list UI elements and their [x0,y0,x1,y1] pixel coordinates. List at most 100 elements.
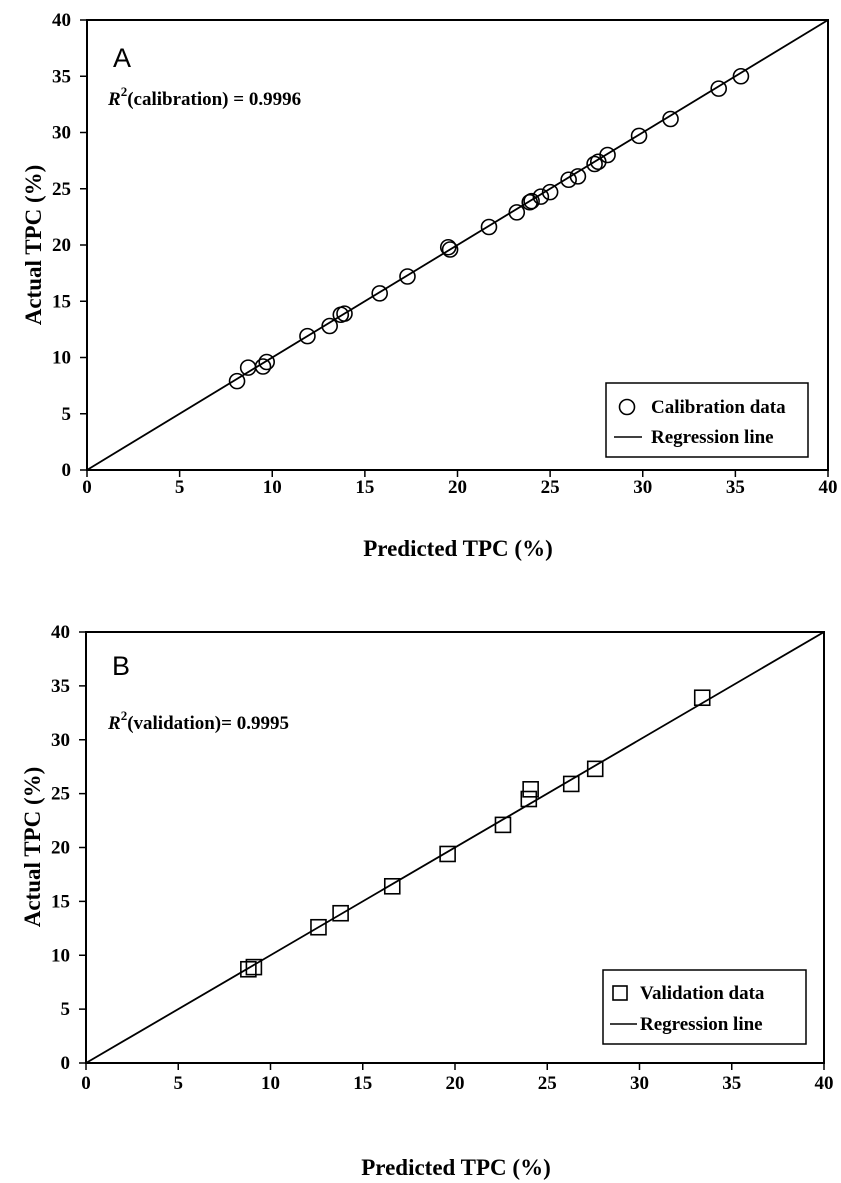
points-layer [228,67,750,390]
x-tick-label: 25 [538,1073,557,1094]
r2-value: (validation)= 0.9995 [127,713,289,734]
y-tick-label: 30 [52,123,71,144]
regression-layer [86,19,829,471]
data-point [310,918,327,936]
x-tick-label: 0 [82,477,92,498]
y-tick-label: 25 [51,784,70,805]
x-axis-title: Predicted TPC (%) [363,536,553,561]
x-tick-label: 5 [174,1073,184,1094]
data-point [562,775,580,793]
legend-box [602,969,807,1045]
legend-circle-marker [618,398,636,416]
x-tick-label: 40 [819,477,838,498]
r2-variable: R [107,89,121,110]
y-tick-label: 0 [61,1053,71,1074]
x-tick-label: 0 [81,1073,91,1094]
y-tick-label: 10 [51,945,70,966]
x-tick-label: 40 [815,1073,834,1094]
data-point [523,192,540,210]
data-point [494,816,512,834]
data-point [228,372,246,390]
data-point [332,904,349,922]
data-point [541,183,559,201]
data-point [399,268,416,285]
data-point [710,80,728,97]
legend: Validation data Regression line [602,969,807,1045]
legend-label-regression: Regression line [651,427,774,448]
y-ticks: 0 5 10 15 20 25 30 35 40 [52,10,87,481]
data-point [240,960,257,978]
x-tick-label: 35 [726,477,745,498]
data-point [371,285,388,302]
x-tick-label: 30 [633,477,652,498]
y-tick-label: 40 [52,10,71,31]
data-point [245,958,263,976]
panel-label: B [112,651,130,681]
x-tick-label: 5 [175,477,185,498]
legend-label-regression: Regression line [640,1014,763,1035]
legend: Calibration data Regression line [605,382,809,458]
data-point [383,877,401,895]
data-point [508,204,526,221]
data-point [522,781,539,798]
data-point [321,317,338,335]
y-axis-title: Actual TPC (%) [21,165,46,326]
data-point [520,790,538,808]
data-point [299,327,316,345]
x-tick-label: 10 [263,477,282,498]
data-point [693,689,711,707]
data-point [441,241,459,258]
panel-label: A [113,43,131,73]
data-point [254,358,272,375]
data-point [439,238,457,256]
data-point [586,760,604,778]
y-tick-label: 35 [51,676,70,697]
x-tick-label: 20 [446,1073,465,1094]
r2-superscript: 2 [121,708,128,723]
data-point [258,353,275,371]
r2-variable: R [107,713,121,734]
x-tick-label: 15 [353,1073,372,1094]
y-tick-label: 15 [51,891,70,912]
data-point [586,155,603,173]
regression-line [86,19,829,471]
data-point [521,193,539,211]
r2-annotation: R2(calibration) = 0.9996 [107,84,301,110]
data-point [599,146,616,164]
x-tick-label: 25 [541,477,560,498]
data-point [732,67,750,85]
x-tick-label: 15 [355,477,374,498]
y-tick-label: 5 [61,999,71,1020]
r2-superscript: 2 [121,84,128,99]
r2-annotation: R2(validation)= 0.9995 [107,708,289,734]
y-ticks: 0 5 10 15 20 25 30 35 40 [51,622,86,1074]
data-point [480,218,498,236]
y-tick-label: 30 [51,730,70,751]
data-point [336,305,353,322]
y-tick-label: 25 [52,179,71,200]
y-tick-label: 35 [52,66,71,87]
legend-box [605,382,809,458]
y-tick-label: 20 [52,235,71,256]
y-tick-label: 40 [51,622,70,643]
x-ticks: 0 5 10 15 20 25 30 35 40 [81,1063,834,1094]
legend-square-marker [612,985,628,1001]
y-tick-label: 15 [52,291,71,312]
y-tick-label: 0 [62,460,72,481]
x-ticks: 0 5 10 15 20 25 30 35 40 [82,470,838,498]
y-tick-label: 20 [51,838,70,859]
legend-label-calibration: Calibration data [651,397,786,418]
data-point [630,127,648,145]
x-tick-label: 10 [261,1073,280,1094]
points-layer [240,689,711,978]
data-point [532,188,550,205]
legend-label-validation: Validation data [640,983,765,1004]
y-tick-label: 10 [52,348,71,369]
r2-value: (calibration) = 0.9996 [127,89,301,110]
data-point [560,171,577,189]
y-tick-label: 5 [62,404,72,425]
data-point [439,845,456,863]
x-axis-title: Predicted TPC (%) [361,1155,551,1180]
x-tick-label: 30 [630,1073,649,1094]
